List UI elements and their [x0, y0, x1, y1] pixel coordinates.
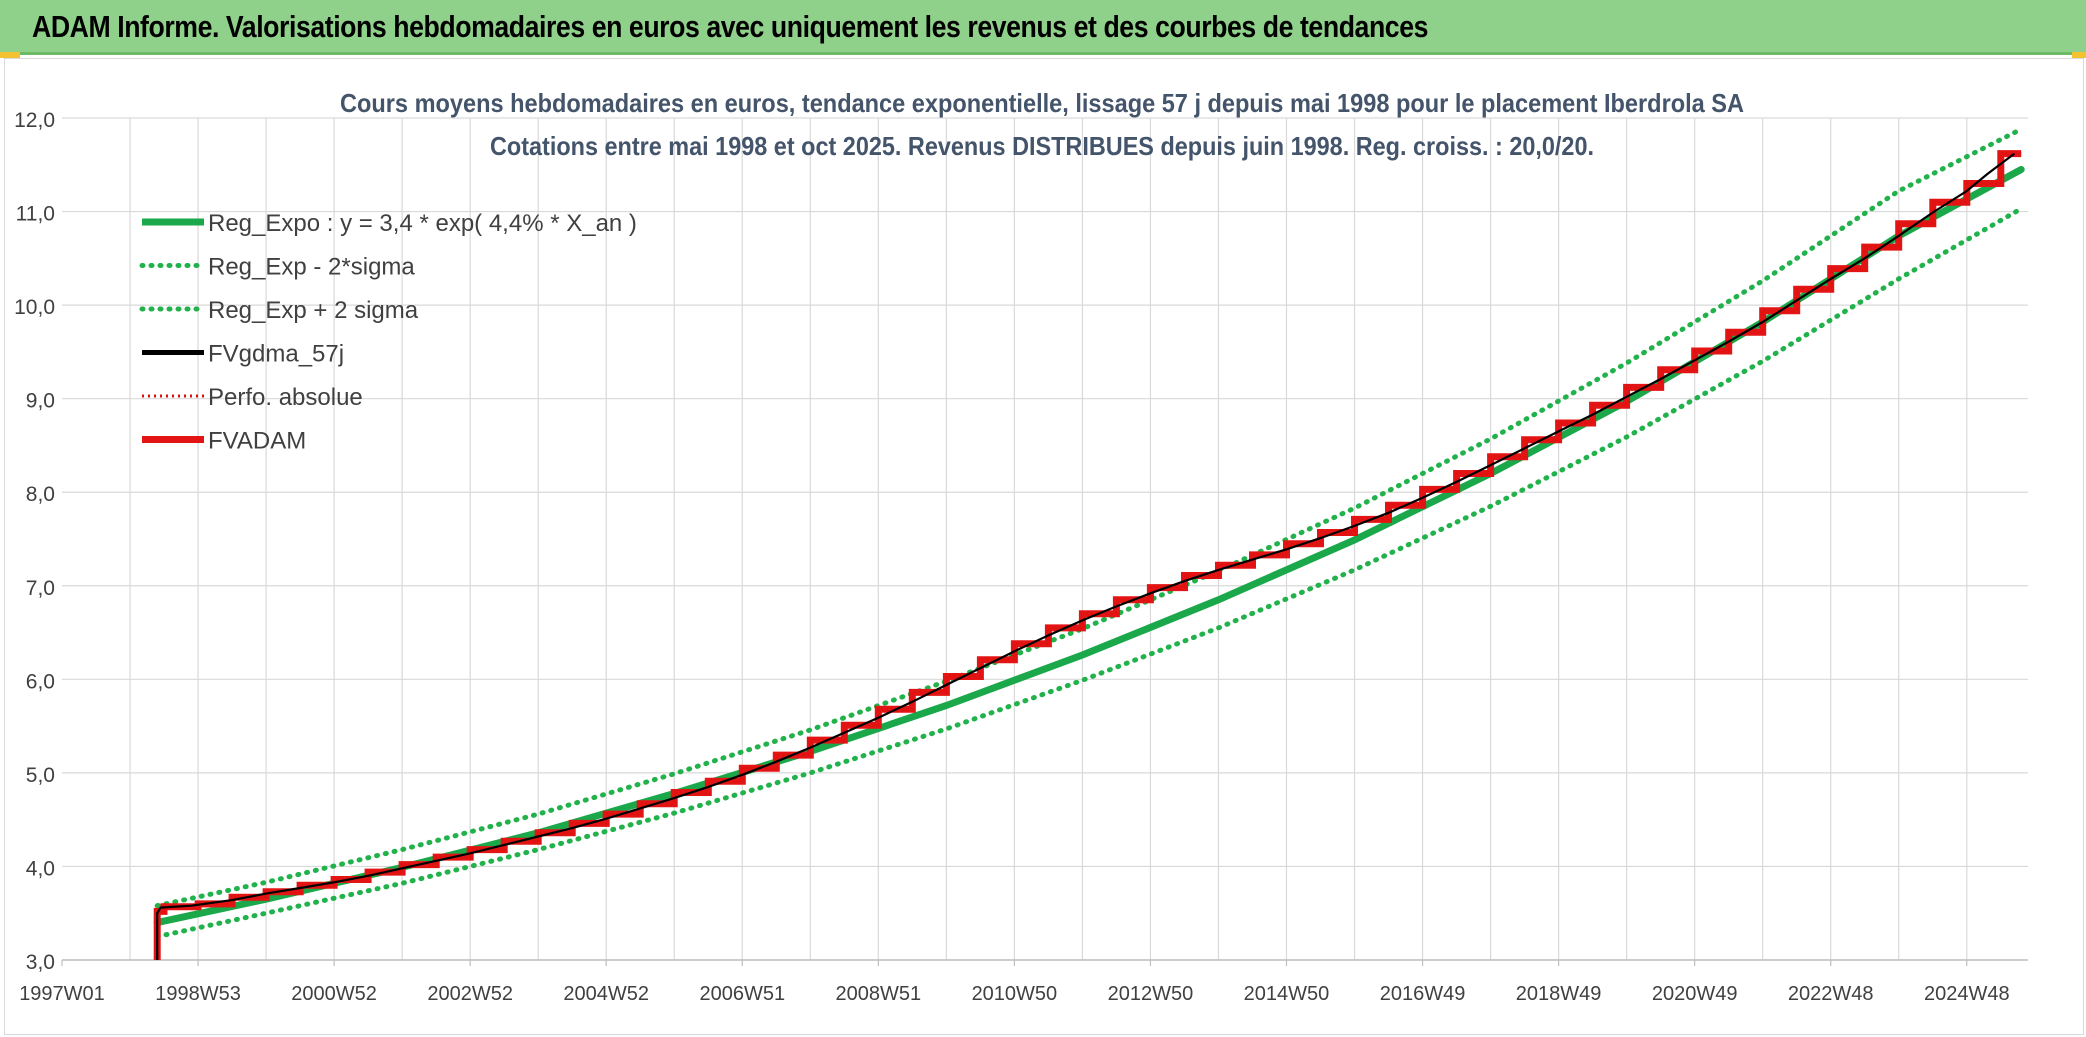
legend-label-fva: FVADAM: [208, 428, 306, 455]
chart-title-line1: Cours moyens hebdomadaires en euros, ten…: [340, 88, 1744, 118]
x-tick-label: 2020W49: [1652, 983, 1738, 1005]
x-tick-label: 2004W52: [563, 983, 649, 1005]
y-tick-label: 6,0: [26, 670, 55, 693]
axis-layer: 3,0 4,0 5,0 6,0 7,0 8,0 9,0 10,0 11,0 12,0 1997W01…: [14, 109, 2028, 1005]
series-reg-expo: [153, 166, 2025, 927]
x-tick-label: 2010W50: [972, 983, 1058, 1005]
legend-label-hi: Reg_Exp + 2 sigma: [208, 297, 419, 324]
series-layer: [153, 126, 2025, 960]
legend: Reg_Expo : y = 3,4 * exp( 4,4% * X_an ) R…: [139, 210, 637, 455]
y-tick-label: 10,0: [14, 296, 55, 319]
grid-layer: [62, 117, 2028, 961]
x-tick-label: 2022W48: [1788, 983, 1874, 1005]
x-tick-label: 1998W53: [155, 983, 241, 1005]
legend-label-lo: Reg_Exp - 2*sigma: [208, 254, 415, 281]
chart-title-line2: Cotations entre mai 1998 et oct 2025. Re…: [490, 131, 1594, 161]
series-reg-exp-plus-2sigma: [154, 126, 2024, 909]
x-tick-label: 1997W01: [19, 983, 105, 1005]
y-tick-label: 9,0: [26, 390, 55, 413]
x-tick-label: 2024W48: [1924, 983, 2010, 1005]
legend-label-perf: Perfo. absolue: [208, 384, 363, 411]
x-tick-label: 2012W50: [1108, 983, 1194, 1005]
corner-marker-left: [0, 52, 20, 58]
x-tick-label: 2002W52: [427, 983, 513, 1005]
x-tick-label: 2016W49: [1380, 983, 1466, 1005]
page-title: ADAM Informe. Valorisations hebdomadaire…: [32, 9, 1428, 44]
legend-label-fvg: FVgdma_57j: [208, 341, 344, 368]
series-reg-exp-minus-2sigma: [154, 206, 2024, 940]
corner-marker-right: [2072, 52, 2086, 58]
y-tick-label: 12,0: [14, 109, 55, 132]
y-tick-label: 8,0: [26, 483, 55, 506]
y-tick-label: 3,0: [26, 951, 55, 974]
x-tick-label: 2018W49: [1516, 983, 1602, 1005]
x-tick-label: 2008W51: [836, 983, 922, 1005]
x-tick-label: 2006W51: [699, 983, 785, 1005]
x-tick-label: 2000W52: [291, 983, 377, 1005]
y-tick-label: 5,0: [26, 764, 55, 787]
x-tick-label: 2014W50: [1244, 983, 1330, 1005]
y-tick-label: 11,0: [16, 203, 55, 226]
legend-label-reg: Reg_Expo : y = 3,4 * exp( 4,4% * X_an ): [208, 210, 637, 237]
series-fvadam: [153, 150, 2022, 960]
chart-area: [4, 58, 2084, 1035]
y-tick-label: 4,0: [26, 857, 55, 880]
y-tick-label: 7,0: [26, 577, 55, 600]
series-fvgdma-57j: [156, 152, 2016, 960]
header-banner: ADAM Informe. Valorisations hebdomadaire…: [0, 0, 2086, 55]
